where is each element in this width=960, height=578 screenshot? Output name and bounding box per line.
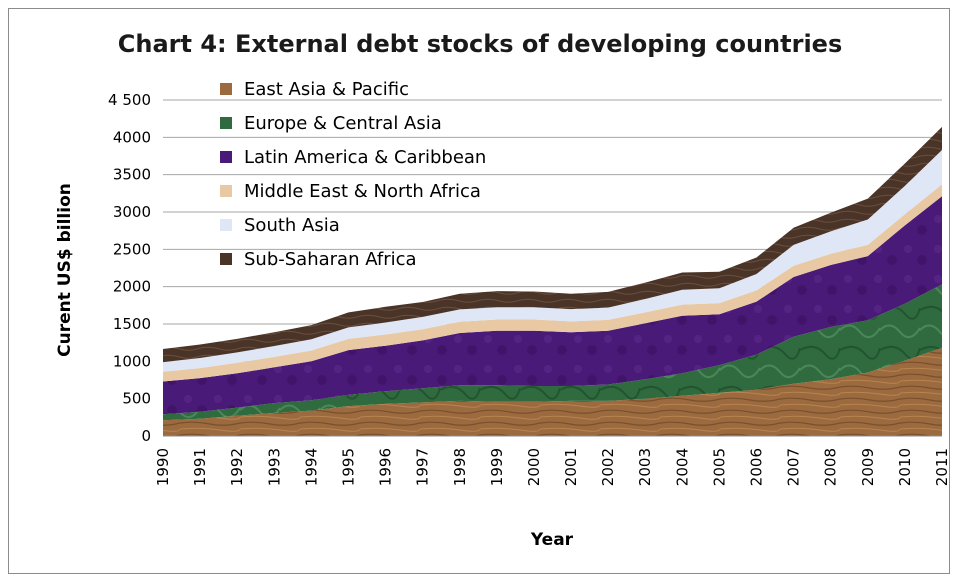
x-tick-label: 2006 [748,448,766,486]
x-tick-label: 2011 [933,448,951,486]
x-tick-label: 2005 [710,448,728,486]
legend-item: Europe & Central Asia [220,106,486,140]
x-tick-label: 2010 [896,448,914,486]
y-tick-label: 2000 [113,278,151,296]
y-tick-label: 1500 [113,315,151,333]
x-tick-label: 1996 [377,448,395,486]
area-south-asia [163,150,942,372]
x-tick-label: 2004 [673,448,691,486]
y-axis-title: Curent US$ billion [55,183,75,357]
legend-label: Middle East & North Africa [244,180,481,202]
legend-item: Latin America & Caribbean [220,140,486,174]
legend-swatch [220,253,232,265]
x-tick-label: 1997 [414,448,432,486]
x-tick-label: 1991 [191,448,209,486]
y-tick-label: 4000 [113,128,151,146]
area-latin-america-caribbean [163,196,942,415]
legend-swatch [220,151,232,163]
x-tick-label: 2003 [636,448,654,486]
area-sub-saharan-africa [163,126,942,363]
x-tick-label: 2000 [525,448,543,486]
x-tick-label: 1999 [488,448,506,486]
legend-label: Europe & Central Asia [244,112,442,134]
x-tick-label: 2007 [785,448,803,486]
x-tick-label: 1993 [265,448,283,486]
x-tick-label: 1995 [340,448,358,486]
y-tick-label: 500 [122,390,151,408]
legend-swatch [220,83,232,95]
x-tick-label: 1994 [302,448,320,486]
legend-swatch [220,219,232,231]
chart-title: Chart 4: External debt stocks of develop… [117,30,843,58]
x-tick-label: 2002 [599,448,617,486]
y-tick-label: 4 500 [108,91,151,109]
y-tick-label: 1000 [113,352,151,370]
legend-label: Sub-Saharan Africa [244,248,417,270]
legend-label: Latin America & Caribbean [244,146,487,168]
x-tick-label: 1990 [154,448,172,486]
y-tick-label: 0 [141,427,151,445]
x-axis-title: Year [530,530,574,550]
legend-label: South Asia [244,214,340,236]
x-tick-label: 2001 [562,448,580,486]
legend: East Asia & Pacific Europe & Central Asia… [220,72,486,276]
area-east-asia-pacific [163,347,942,436]
legend-item: Middle East & North Africa [220,174,486,208]
legend-swatch [220,117,232,129]
y-tick-label: 3000 [113,203,151,221]
area-europe-central-asia [163,284,942,421]
y-tick-label: 2500 [113,240,151,258]
x-tick-label: 1998 [451,448,469,486]
x-tick-label: 1992 [228,448,246,486]
legend-item: East Asia & Pacific [220,72,486,106]
legend-swatch [220,185,232,197]
legend-item: South Asia [220,208,486,242]
legend-item: Sub-Saharan Africa [220,242,486,276]
x-tick-label: 2008 [822,448,840,486]
y-tick-label: 3500 [113,166,151,184]
x-tick-label: 2009 [859,448,877,486]
legend-label: East Asia & Pacific [244,78,409,100]
